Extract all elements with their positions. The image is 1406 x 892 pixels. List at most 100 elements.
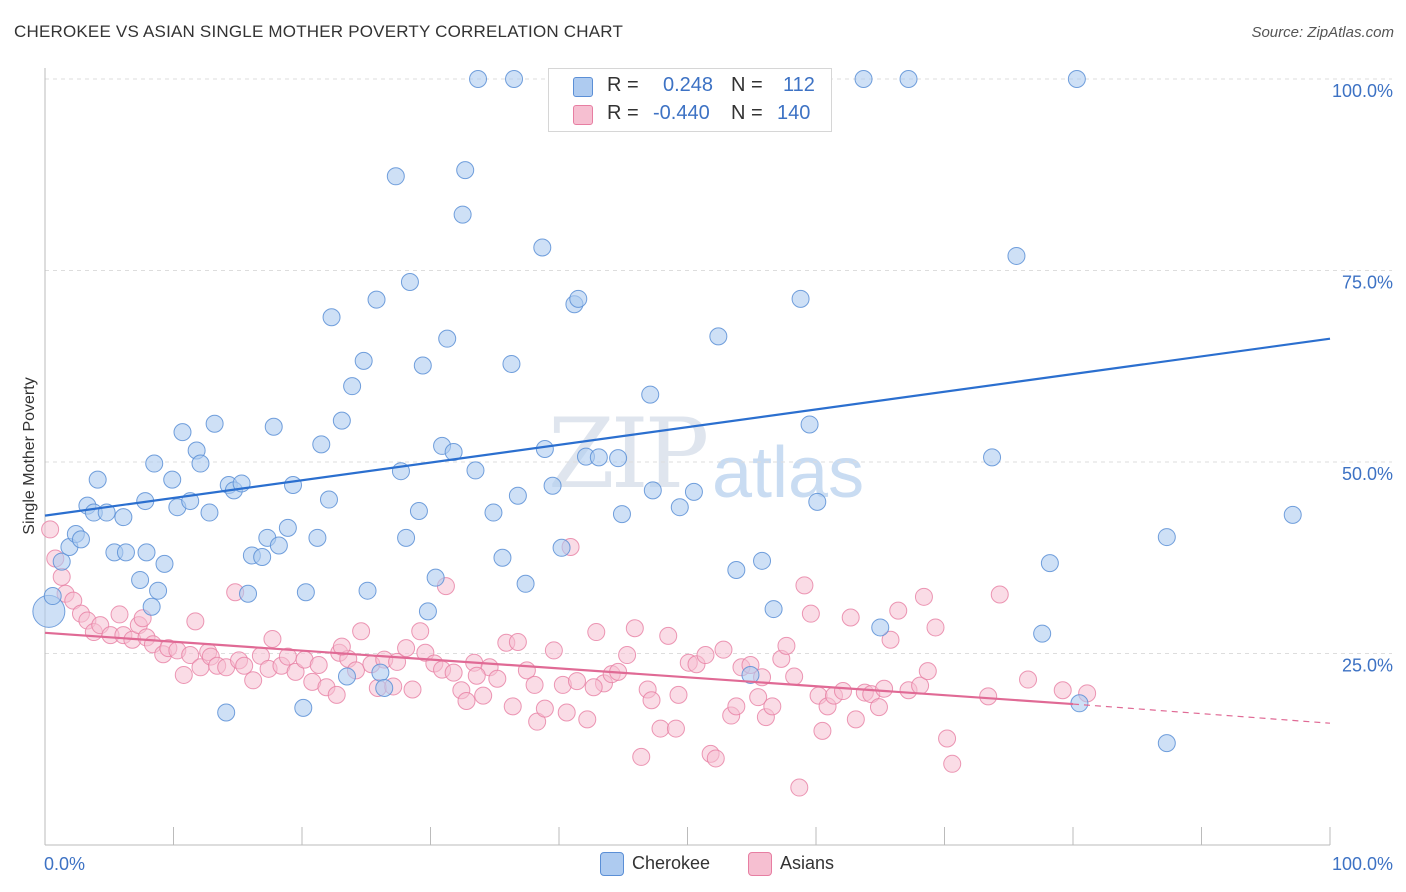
asians-r-value: -0.440 — [653, 102, 710, 124]
asians-point-73 — [544, 641, 563, 660]
asians-point-139 — [332, 637, 351, 656]
cherokee-point-107 — [1157, 734, 1176, 753]
cherokee-point-80 — [569, 289, 588, 308]
asians-point-75 — [557, 703, 576, 722]
cherokee-point-58 — [409, 502, 428, 521]
asians-point-70 — [525, 675, 544, 694]
cherokee-point-46 — [332, 411, 351, 430]
asians-points — [41, 520, 1097, 797]
asians-point-31 — [244, 671, 263, 690]
x-tick-label-0: 0.0% — [44, 854, 85, 874]
cherokee-point-63 — [438, 329, 457, 348]
stats-row-asians: R = -0.440 N = 140 — [559, 102, 821, 128]
asians-point-135 — [990, 585, 1009, 604]
cherokee-trend-line — [44, 337, 1331, 517]
cherokee-point-86 — [641, 385, 660, 404]
cherokee-point-15 — [137, 543, 156, 562]
cherokee-point-43 — [312, 435, 331, 454]
asians-point-126 — [914, 587, 933, 606]
asians-point-0 — [41, 520, 60, 539]
asians-point-109 — [795, 576, 814, 595]
watermark-atlas: atlas — [712, 433, 865, 513]
cherokee-point-85 — [643, 481, 662, 500]
asians-point-120 — [869, 698, 888, 717]
cherokee-point-65 — [453, 205, 472, 224]
cherokee-point-32 — [239, 584, 258, 603]
asians-point-107 — [785, 667, 804, 686]
cherokee-point-76 — [535, 439, 554, 458]
cherokee-point-103 — [1033, 624, 1052, 643]
cherokee-point-42 — [308, 528, 327, 547]
cherokee-point-64 — [444, 443, 463, 462]
asians-point-22 — [186, 612, 205, 631]
cherokee-point-90 — [727, 561, 746, 580]
asians-point-130 — [943, 754, 962, 773]
asians-point-117 — [846, 710, 865, 729]
cherokee-points — [32, 70, 1302, 753]
asians-point-83 — [618, 646, 637, 665]
asians-point-63 — [474, 686, 493, 705]
cherokee-point-26 — [200, 503, 219, 522]
cherokee-point-91 — [741, 665, 760, 684]
cherokee-point-37 — [269, 536, 288, 555]
cherokee-point-67 — [466, 461, 485, 480]
cherokee-point-96 — [800, 415, 819, 434]
asians-point-99 — [727, 697, 746, 716]
asians-point-110 — [801, 604, 820, 623]
cherokee-point-108 — [1157, 528, 1176, 547]
asians-point-34 — [263, 629, 282, 648]
asians-r-label: R = — [607, 102, 639, 124]
cherokee-point-5 — [71, 530, 90, 549]
cherokee-point-12 — [116, 543, 135, 562]
chart-title: CHEROKEE VS ASIAN SINGLE MOTHER POVERTY … — [14, 22, 624, 41]
cherokee-point-74 — [516, 574, 535, 593]
asians-point-129 — [938, 729, 957, 748]
cherokee-point-25 — [191, 454, 210, 473]
legend-item-asians[interactable]: Asians — [748, 852, 834, 876]
cherokee-point-13 — [131, 570, 150, 589]
cherokee-point-95 — [791, 289, 810, 308]
legend-item-cherokee[interactable]: Cherokee — [600, 852, 710, 876]
cherokee-point-2 — [52, 552, 71, 571]
cherokee-point-84 — [612, 505, 631, 524]
x-tick-label-1: 100.0% — [1332, 854, 1393, 874]
cherokee-point-44 — [319, 490, 338, 509]
asians-point-77 — [567, 672, 586, 691]
asians-point-72 — [535, 699, 554, 718]
asians-n-value: 140 — [777, 102, 811, 124]
legend-label-cherokee: Cherokee — [632, 852, 711, 873]
asians-point-10 — [110, 605, 129, 624]
cherokee-point-27 — [205, 414, 224, 433]
y-tick-label-3: 100.0% — [1332, 81, 1393, 101]
cherokee-point-77 — [543, 476, 562, 495]
grid-lines — [45, 78, 1392, 654]
cherokee-point-38 — [278, 518, 297, 537]
cherokee-point-48 — [343, 377, 362, 396]
asians-legend-swatch — [748, 852, 772, 876]
asians-point-104 — [763, 697, 782, 716]
asians-point-46 — [352, 622, 371, 641]
y-tick-label-0: 25.0% — [1342, 656, 1393, 676]
cherokee-point-78 — [552, 538, 571, 557]
asians-point-131 — [979, 687, 998, 706]
asians-point-67 — [503, 697, 522, 716]
cherokee-point-70 — [493, 548, 512, 567]
stats-row-cherokee: R = 0.248 N = 112 — [559, 74, 821, 100]
asians-point-52 — [397, 639, 416, 658]
cherokee-point-61 — [426, 568, 445, 587]
asians-point-54 — [411, 622, 430, 641]
asians-point-102 — [749, 688, 768, 707]
asians-point-138 — [467, 666, 486, 685]
asians-point-61 — [457, 691, 476, 710]
cherokee-point-105 — [1067, 70, 1086, 88]
cherokee-point-60 — [418, 602, 437, 621]
asians-point-133 — [1053, 681, 1072, 700]
axes — [44, 68, 1331, 846]
cherokee-point-71 — [502, 354, 521, 373]
cherokee-point-22 — [173, 423, 192, 442]
legend-label-asians: Asians — [780, 852, 835, 873]
asians-point-53 — [403, 680, 422, 699]
trend-lines — [44, 337, 1331, 724]
asians-point-96 — [706, 749, 725, 768]
cherokee-point-83 — [609, 449, 628, 468]
